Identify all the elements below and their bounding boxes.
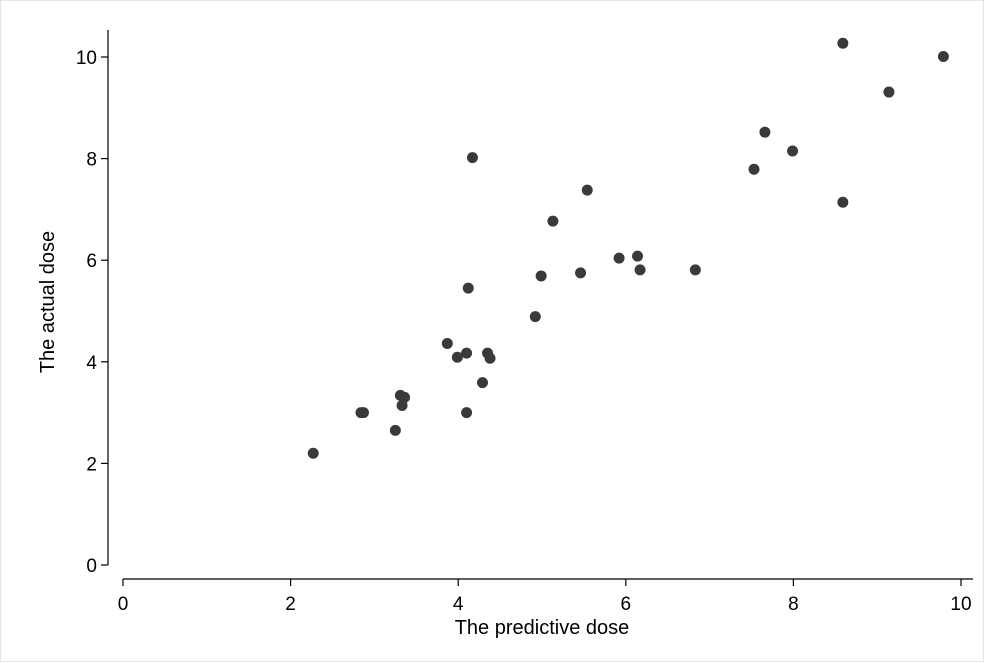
x-tick-label: 0 bbox=[118, 594, 129, 615]
scatter-point bbox=[529, 311, 541, 323]
y-tick-label: 0 bbox=[86, 556, 97, 577]
x-tick-label: 8 bbox=[788, 594, 799, 615]
x-tick-label: 10 bbox=[950, 594, 971, 615]
scatter-point bbox=[399, 391, 411, 403]
scatter-point bbox=[613, 252, 625, 264]
scatter-point bbox=[581, 184, 593, 196]
y-tick-label: 4 bbox=[86, 353, 97, 374]
y-tick-label: 10 bbox=[76, 48, 97, 69]
scatter-point bbox=[937, 50, 949, 62]
scatter-point bbox=[358, 407, 370, 419]
scatter-point bbox=[547, 215, 559, 227]
scatter-point bbox=[837, 196, 849, 208]
y-tick-label: 2 bbox=[86, 454, 97, 475]
scatter-point bbox=[575, 267, 587, 279]
scatter-point bbox=[787, 145, 799, 157]
scatter-point bbox=[441, 338, 453, 350]
scatter-point bbox=[461, 347, 473, 359]
scatter-points bbox=[307, 37, 949, 459]
scatter-point bbox=[748, 163, 760, 175]
x-tick-label: 2 bbox=[285, 594, 296, 615]
y-tick-label: 6 bbox=[86, 251, 97, 272]
scatter-point bbox=[632, 250, 644, 262]
y-axis-title: The actual dose bbox=[37, 231, 59, 373]
scatter-point bbox=[535, 270, 547, 282]
x-tick-label: 4 bbox=[453, 594, 464, 615]
scatter-point bbox=[484, 352, 496, 364]
scatter-point bbox=[759, 126, 771, 138]
scatter-point bbox=[837, 37, 849, 49]
x-tick-label: 6 bbox=[621, 594, 632, 615]
scatter-point bbox=[461, 407, 473, 419]
scatter-point bbox=[477, 377, 489, 389]
scatter-point bbox=[689, 264, 701, 276]
scatter-point bbox=[307, 447, 319, 459]
scatter-point bbox=[462, 282, 474, 294]
y-tick-label: 8 bbox=[86, 150, 97, 171]
scatter-point bbox=[634, 264, 646, 276]
scatter-point bbox=[389, 424, 401, 436]
x-axis: 0 2 4 6 8 10 bbox=[118, 578, 973, 615]
scatter-point bbox=[451, 351, 463, 363]
scatter-point bbox=[466, 152, 478, 164]
scatter-point bbox=[883, 86, 895, 98]
x-axis-title: The predictive dose bbox=[455, 617, 630, 639]
y-axis: 0 2 4 6 8 10 bbox=[76, 30, 109, 577]
